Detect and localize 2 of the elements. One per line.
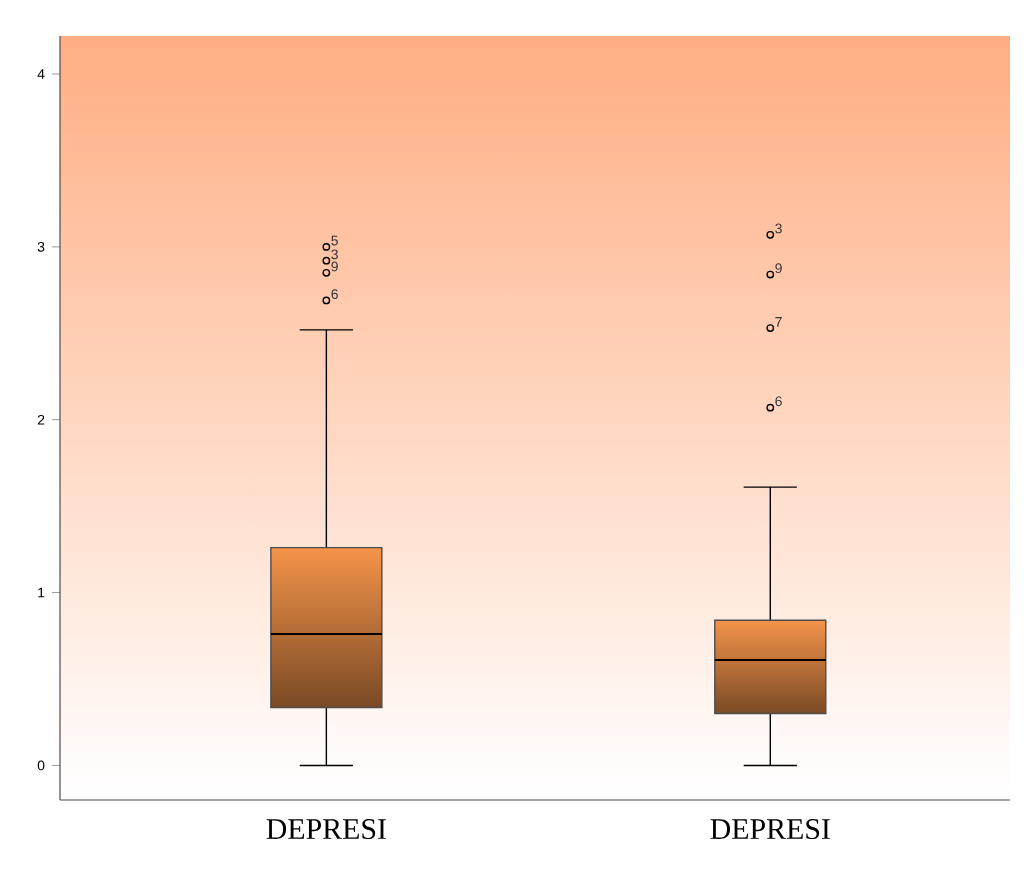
x-tick-label: DEPRESI (266, 819, 386, 840)
x-tick-label: DEPRESI (710, 819, 830, 840)
